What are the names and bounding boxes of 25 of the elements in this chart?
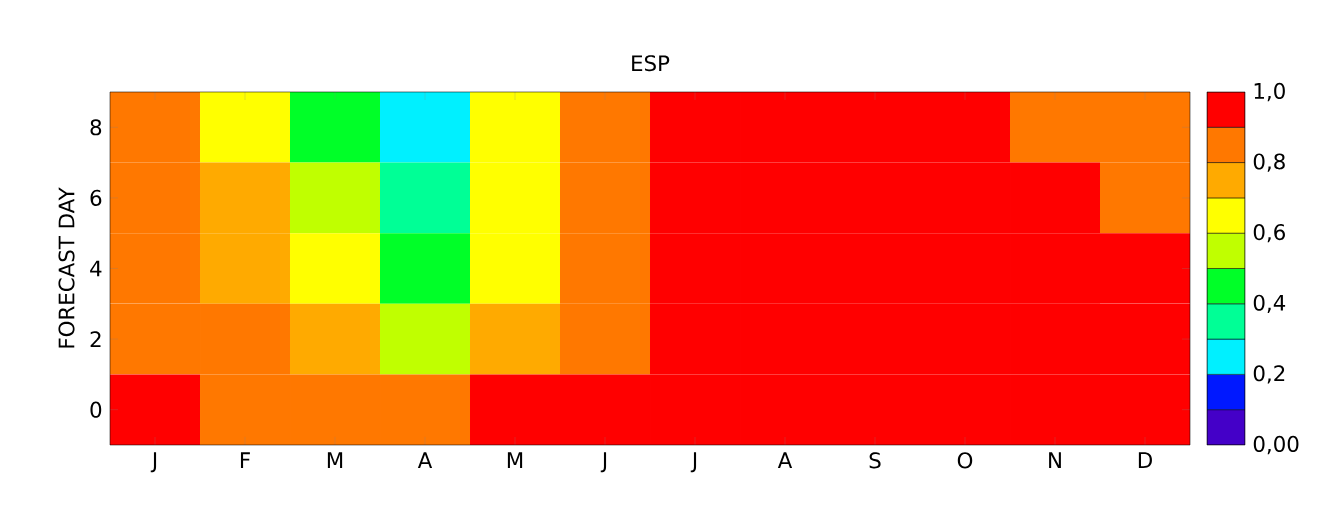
y-tick-label: 2 (90, 331, 101, 347)
color-bar-label: 0,8 (1253, 153, 1285, 172)
color-bar-label: 0,2 (1253, 365, 1285, 384)
x-tick-label: N (1049, 452, 1061, 468)
y-tick-label: 0 (90, 401, 102, 418)
y-axis-title: FORECAST DAY (58, 187, 75, 348)
y-tick-label: 6 (90, 189, 102, 206)
x-tick-label: M (327, 452, 343, 468)
chart-title: ESP (632, 55, 670, 72)
x-tick-label: O (957, 452, 973, 469)
color-bar-label: 0,6 (1253, 224, 1285, 243)
x-tick-label: J (150, 452, 157, 473)
x-tick-label: M (507, 452, 523, 468)
x-tick-label: F (240, 452, 250, 468)
color-bar-label: 0,00 (1253, 435, 1299, 455)
x-tick-label: J (690, 452, 697, 473)
x-tick-label: S (869, 452, 881, 469)
x-tick-label: J (600, 452, 607, 473)
y-tick-label: 4 (90, 260, 102, 277)
x-tick-label: A (777, 452, 793, 468)
color-bar-label: 1,0 (1254, 82, 1285, 102)
x-tick-label: A (417, 452, 433, 468)
x-tick-label: D (1138, 452, 1152, 468)
y-tick-label: 8 (90, 119, 102, 136)
color-bar-label: 0,4 (1253, 294, 1286, 313)
